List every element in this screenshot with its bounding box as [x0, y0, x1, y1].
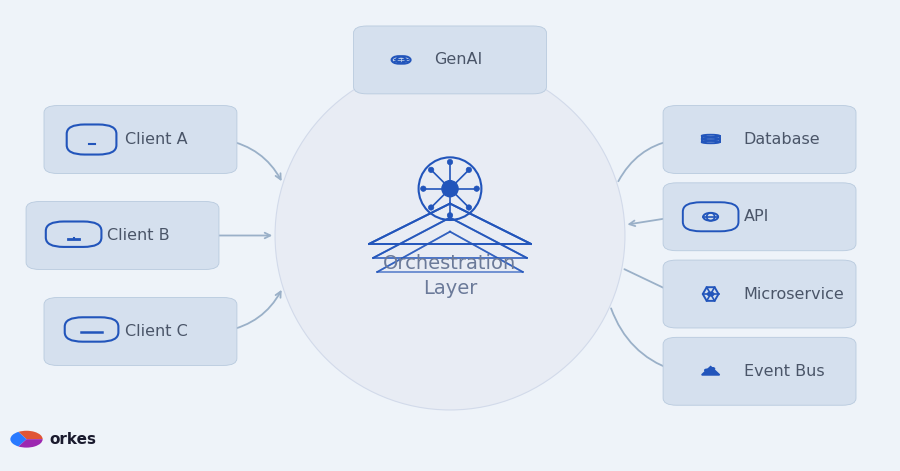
- FancyArrowPatch shape: [226, 292, 281, 331]
- Text: API: API: [743, 209, 770, 224]
- Wedge shape: [11, 432, 26, 447]
- FancyArrowPatch shape: [611, 309, 672, 371]
- Ellipse shape: [442, 180, 458, 197]
- Text: GenAI: GenAI: [435, 52, 482, 67]
- FancyBboxPatch shape: [44, 106, 237, 173]
- Wedge shape: [18, 439, 42, 447]
- Ellipse shape: [275, 61, 625, 410]
- Text: orkes: orkes: [49, 432, 96, 447]
- Ellipse shape: [447, 212, 453, 218]
- Text: Orchestration
Layer: Orchestration Layer: [383, 254, 517, 298]
- FancyBboxPatch shape: [663, 106, 856, 173]
- FancyBboxPatch shape: [663, 260, 856, 328]
- Ellipse shape: [466, 167, 472, 172]
- Text: Client B: Client B: [107, 228, 169, 243]
- FancyBboxPatch shape: [663, 337, 856, 405]
- FancyArrowPatch shape: [211, 233, 270, 238]
- Text: Client C: Client C: [125, 324, 187, 339]
- FancyBboxPatch shape: [354, 26, 546, 94]
- Wedge shape: [18, 431, 42, 439]
- Text: Microservice: Microservice: [743, 286, 844, 301]
- FancyBboxPatch shape: [44, 298, 237, 365]
- FancyArrowPatch shape: [618, 139, 671, 181]
- FancyArrowPatch shape: [629, 216, 671, 226]
- Ellipse shape: [447, 159, 453, 165]
- Text: Event Bus: Event Bus: [743, 364, 824, 379]
- FancyBboxPatch shape: [663, 183, 856, 251]
- Circle shape: [705, 369, 708, 371]
- FancyArrowPatch shape: [447, 66, 453, 82]
- Ellipse shape: [428, 205, 434, 210]
- Circle shape: [711, 368, 715, 370]
- Ellipse shape: [428, 167, 434, 172]
- Ellipse shape: [474, 186, 480, 191]
- Text: Client A: Client A: [125, 132, 187, 147]
- FancyArrowPatch shape: [625, 269, 672, 292]
- Ellipse shape: [420, 186, 426, 191]
- FancyArrowPatch shape: [226, 140, 281, 179]
- Polygon shape: [702, 366, 719, 375]
- Text: Database: Database: [743, 132, 821, 147]
- FancyBboxPatch shape: [26, 202, 219, 269]
- Ellipse shape: [466, 205, 472, 210]
